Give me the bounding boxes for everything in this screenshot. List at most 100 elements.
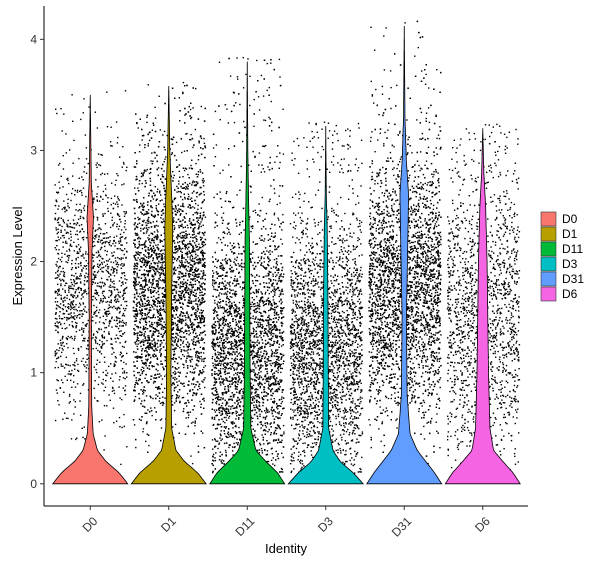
data-point [113,392,116,395]
data-point [153,216,156,218]
data-point [72,347,75,350]
data-point [149,241,151,243]
data-point [147,145,149,147]
data-point [70,293,72,296]
data-point [123,292,125,294]
data-point [176,300,178,302]
data-point [183,257,185,259]
data-point [176,248,179,250]
data-point [135,343,137,345]
data-point [79,400,81,402]
data-point [171,324,173,326]
data-point [82,112,84,114]
data-point [94,380,96,382]
data-point [204,386,206,389]
data-point [118,242,120,244]
data-point [94,289,97,291]
data-point [82,340,84,342]
data-point [159,313,161,315]
data-point [85,265,88,267]
data-point [160,273,162,275]
data-point [198,326,200,328]
data-point [195,270,197,272]
data-point [133,361,135,363]
data-point [141,213,144,215]
data-point [149,256,151,258]
data-point [193,386,196,388]
data-point [200,207,202,209]
data-point [76,358,78,360]
data-point [92,320,94,322]
data-point [141,333,143,336]
data-point [187,265,189,268]
data-point [163,130,166,133]
data-point [110,290,113,293]
data-point [189,289,191,291]
data-point [199,327,202,329]
data-point [147,296,149,299]
data-point [56,349,58,351]
data-point [146,256,148,258]
data-point [66,319,68,321]
data-point [187,173,189,176]
data-point [134,278,136,280]
data-point [195,332,197,335]
data-point [79,313,81,316]
data-point [191,265,194,267]
data-point [164,331,166,333]
data-point [84,289,86,291]
data-point [66,297,68,299]
data-point [62,279,65,282]
data-point [176,191,178,193]
data-point [142,173,144,175]
data-point [114,356,117,358]
data-point [114,268,116,270]
data-point [56,277,58,279]
data-point [185,275,187,277]
data-point [107,242,110,244]
data-point [173,389,175,392]
data-point [178,270,180,273]
data-point [175,269,177,271]
data-point [199,312,201,314]
data-point [191,328,194,330]
data-point [61,318,63,320]
data-point [172,262,175,264]
data-point [184,252,187,255]
data-point [173,174,175,177]
data-point [95,291,98,293]
data-point [174,246,176,248]
data-point [94,312,96,314]
data-point [141,244,143,246]
data-point [198,288,200,290]
data-point [82,302,84,304]
data-point [94,235,96,237]
data-point [105,301,107,303]
data-point [117,196,119,198]
data-point [62,365,64,367]
data-point [175,337,178,339]
data-point [58,181,60,183]
data-point [102,215,104,217]
data-point [142,362,144,364]
data-point [110,338,113,341]
data-point [149,221,151,224]
data-point [95,337,98,339]
data-point [193,231,195,233]
data-point [196,318,198,320]
data-point [117,291,120,294]
data-point [111,317,113,320]
data-point [144,180,147,182]
data-point [182,342,184,344]
data-point [199,273,201,275]
data-point [119,233,122,235]
data-point [188,380,190,383]
data-point [69,222,71,225]
data-point [98,266,100,268]
data-point [97,282,99,284]
data-point [54,419,57,422]
data-point [191,159,193,161]
data-point [60,323,62,325]
data-point [201,294,203,296]
data-point [191,289,193,291]
